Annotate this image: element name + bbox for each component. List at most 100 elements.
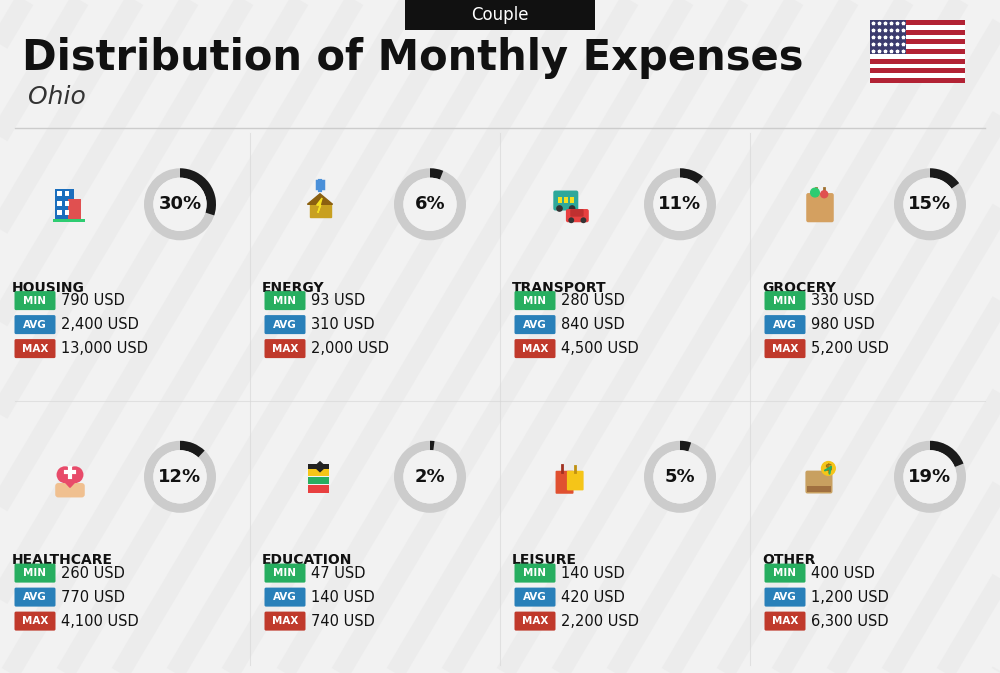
FancyBboxPatch shape [68, 199, 81, 220]
Text: AVG: AVG [523, 320, 547, 330]
Text: 11%: 11% [658, 195, 702, 213]
Text: MIN: MIN [774, 568, 796, 578]
FancyBboxPatch shape [14, 588, 56, 606]
Circle shape [403, 450, 457, 503]
Text: 12%: 12% [158, 468, 202, 486]
Wedge shape [680, 168, 703, 184]
Circle shape [653, 450, 707, 503]
Text: MAX: MAX [772, 344, 798, 353]
Circle shape [403, 178, 457, 231]
Wedge shape [894, 441, 966, 513]
Text: AVG: AVG [23, 592, 47, 602]
Text: GROCERY: GROCERY [762, 281, 836, 295]
FancyBboxPatch shape [65, 210, 69, 215]
Text: ENERGY: ENERGY [262, 281, 325, 295]
FancyBboxPatch shape [870, 20, 965, 25]
Wedge shape [430, 168, 443, 180]
FancyBboxPatch shape [566, 209, 589, 222]
Text: MAX: MAX [522, 344, 548, 353]
Text: 2,000 USD: 2,000 USD [311, 341, 389, 356]
FancyBboxPatch shape [264, 315, 306, 334]
FancyBboxPatch shape [53, 219, 85, 221]
Wedge shape [930, 168, 959, 188]
Text: 790 USD: 790 USD [61, 293, 125, 308]
Text: 5,200 USD: 5,200 USD [811, 341, 889, 356]
Polygon shape [317, 198, 322, 213]
FancyBboxPatch shape [765, 612, 806, 631]
FancyBboxPatch shape [14, 339, 56, 358]
Text: 19%: 19% [908, 468, 952, 486]
Text: 93 USD: 93 USD [311, 293, 365, 308]
Text: 47 USD: 47 USD [311, 565, 366, 581]
Wedge shape [930, 441, 963, 467]
FancyBboxPatch shape [514, 339, 556, 358]
FancyBboxPatch shape [65, 191, 69, 197]
Text: MAX: MAX [22, 616, 48, 626]
Text: 2,200 USD: 2,200 USD [561, 614, 639, 629]
FancyBboxPatch shape [264, 291, 306, 310]
Text: AVG: AVG [273, 592, 297, 602]
Text: MIN: MIN [274, 295, 296, 306]
FancyBboxPatch shape [55, 188, 74, 220]
Circle shape [580, 217, 586, 223]
Wedge shape [644, 168, 716, 240]
FancyBboxPatch shape [65, 201, 69, 205]
Circle shape [820, 190, 828, 199]
FancyBboxPatch shape [264, 588, 306, 606]
Wedge shape [394, 441, 466, 513]
FancyBboxPatch shape [765, 291, 806, 310]
Wedge shape [144, 441, 216, 513]
Circle shape [903, 450, 957, 503]
FancyBboxPatch shape [514, 291, 556, 310]
Circle shape [810, 188, 820, 198]
Polygon shape [314, 461, 326, 472]
Text: AVG: AVG [523, 592, 547, 602]
Text: 140 USD: 140 USD [311, 590, 375, 604]
FancyBboxPatch shape [308, 468, 329, 476]
FancyBboxPatch shape [805, 470, 832, 493]
Circle shape [153, 178, 207, 231]
Wedge shape [680, 441, 691, 452]
FancyBboxPatch shape [870, 30, 965, 34]
Text: AVG: AVG [273, 320, 297, 330]
FancyBboxPatch shape [14, 291, 56, 310]
Text: MIN: MIN [24, 295, 46, 306]
Wedge shape [394, 168, 466, 240]
Text: MAX: MAX [22, 344, 48, 353]
Text: 5%: 5% [665, 468, 695, 486]
FancyBboxPatch shape [870, 40, 965, 44]
Circle shape [653, 178, 707, 231]
FancyBboxPatch shape [564, 197, 568, 203]
Text: 330 USD: 330 USD [811, 293, 874, 308]
Text: 4,100 USD: 4,100 USD [61, 614, 139, 629]
FancyBboxPatch shape [55, 483, 85, 497]
Text: Distribution of Monthly Expenses: Distribution of Monthly Expenses [22, 37, 804, 79]
FancyBboxPatch shape [514, 563, 556, 583]
FancyBboxPatch shape [870, 69, 965, 73]
FancyBboxPatch shape [870, 78, 965, 83]
Wedge shape [180, 441, 205, 458]
Text: 6%: 6% [415, 195, 445, 213]
Circle shape [67, 466, 83, 483]
FancyBboxPatch shape [57, 201, 62, 205]
FancyBboxPatch shape [870, 34, 965, 40]
FancyBboxPatch shape [514, 315, 556, 334]
Text: MIN: MIN [524, 568, 546, 578]
FancyBboxPatch shape [806, 193, 834, 222]
Polygon shape [307, 194, 333, 205]
FancyBboxPatch shape [870, 49, 965, 54]
Text: 140 USD: 140 USD [561, 565, 625, 581]
FancyBboxPatch shape [514, 588, 556, 606]
Text: AVG: AVG [773, 592, 797, 602]
FancyBboxPatch shape [870, 54, 965, 59]
Text: OTHER: OTHER [762, 553, 815, 567]
Text: 6,300 USD: 6,300 USD [811, 614, 889, 629]
Text: 310 USD: 310 USD [311, 317, 375, 332]
Polygon shape [310, 205, 330, 217]
Text: $: $ [825, 464, 832, 473]
FancyBboxPatch shape [870, 25, 965, 30]
Text: MIN: MIN [774, 295, 796, 306]
Text: 15%: 15% [908, 195, 952, 213]
Text: 420 USD: 420 USD [561, 590, 625, 604]
Text: MAX: MAX [272, 344, 298, 353]
